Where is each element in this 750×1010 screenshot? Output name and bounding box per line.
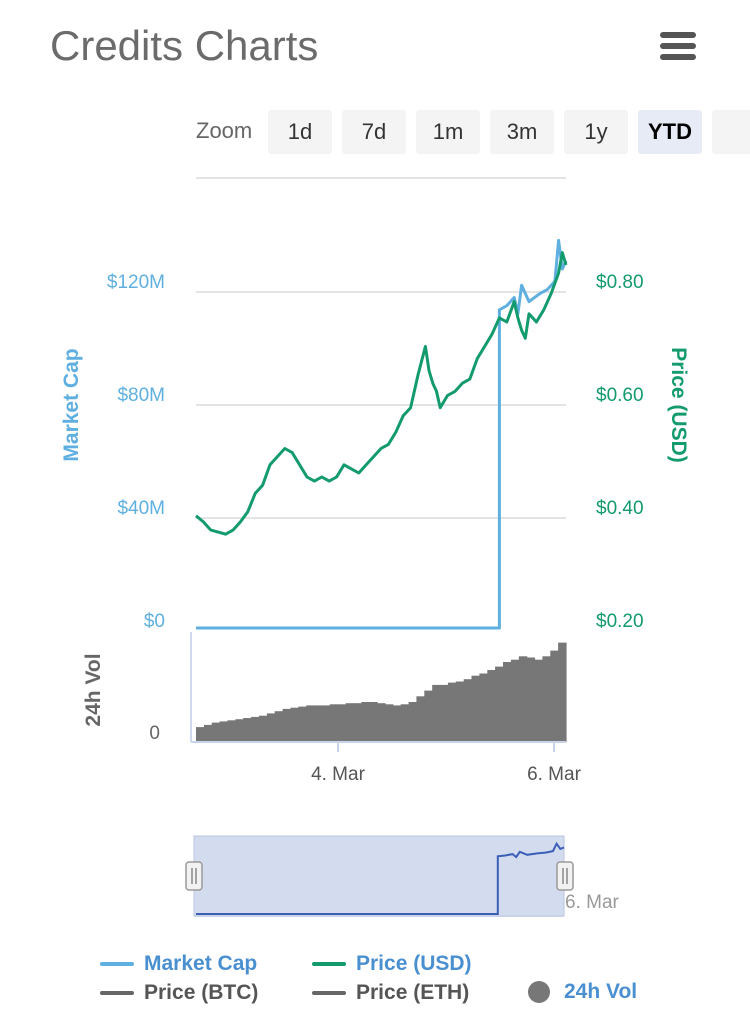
navigator-line — [196, 841, 565, 915]
volume-bar — [487, 670, 496, 742]
main-plot-series — [195, 238, 568, 630]
x-tick-label: 6. Mar — [527, 764, 582, 785]
right-tick-label: $0.80 — [596, 272, 644, 293]
volume-bar — [503, 662, 512, 742]
volume-bar — [361, 702, 370, 742]
volume-bar — [219, 721, 229, 742]
volume-bar — [211, 722, 221, 742]
legend-label: Market Cap — [144, 952, 258, 975]
volume-bar — [196, 727, 205, 742]
volume-bar — [203, 724, 213, 742]
left-tick-label: $120M — [107, 272, 165, 293]
zoom-3m-button[interactable]: 3m — [490, 110, 554, 154]
legend-label: Price (ETH) — [356, 981, 470, 1004]
volume-bar — [542, 656, 551, 742]
volume-bars — [196, 642, 567, 742]
navigator-right-handle[interactable] — [556, 861, 574, 891]
volume-bar — [558, 642, 567, 742]
x-tick-label: 4. Mar — [311, 764, 366, 785]
volume-bar — [345, 703, 355, 742]
navigator-series — [196, 841, 565, 915]
legend-item-market-cap[interactable]: Market Cap — [100, 952, 257, 976]
volume-bar — [322, 705, 331, 742]
hamburger-menu-icon[interactable] — [660, 32, 696, 62]
legend-item-24h-vol[interactable]: 24h Vol — [528, 980, 637, 1004]
legend-item-price-btc[interactable]: Price (BTC) — [100, 981, 258, 1005]
volume-bar — [510, 659, 520, 742]
volume-bar — [392, 705, 402, 742]
volume-bar — [384, 704, 394, 742]
zoom-1d-button[interactable]: 1d — [268, 110, 332, 154]
legend-item-price-usd[interactable]: Price (USD) — [312, 952, 472, 976]
left-tick-label: $40M — [117, 498, 165, 519]
volume-tick-label: 0 — [149, 723, 160, 744]
volume-bar — [274, 711, 284, 742]
volume-bar — [550, 650, 559, 742]
legend-label: Price (BTC) — [144, 981, 259, 1004]
left-tick-label: $80M — [117, 385, 165, 406]
volume-bar — [314, 705, 323, 742]
volume-axis-title: 24h Vol — [82, 653, 105, 726]
volume-bar — [266, 713, 276, 742]
left-axis-title: Market Cap — [60, 348, 83, 461]
legend-line-icon — [100, 991, 134, 995]
legend-line-icon — [100, 962, 134, 966]
volume-bar — [463, 679, 473, 742]
navigator-left-handle[interactable] — [185, 861, 203, 891]
volume-bar — [259, 715, 268, 742]
right-tick-label: $0.40 — [596, 498, 644, 519]
volume-bar — [298, 706, 307, 742]
volume-bar — [526, 657, 536, 742]
volume-bar — [447, 682, 457, 742]
volume-bar — [227, 720, 236, 742]
right-axis-title: Price (USD) — [667, 347, 690, 463]
volume-bar — [416, 696, 425, 742]
volume-bar — [432, 684, 441, 742]
volume-bar — [243, 718, 252, 742]
volume-bar — [377, 703, 386, 742]
volume-bar — [479, 673, 488, 742]
volume-bar — [440, 684, 449, 742]
volume-bar — [471, 675, 480, 742]
zoom-7d-button[interactable]: 7d — [342, 110, 406, 154]
volume-bar — [400, 704, 410, 742]
right-tick-label: $0.20 — [596, 611, 644, 632]
volume-bar — [424, 690, 433, 742]
volume-bar — [408, 702, 418, 742]
volume-bar — [353, 703, 362, 742]
zoom-label: Zoom — [196, 118, 253, 143]
volume-bar — [235, 719, 244, 742]
volume-bar — [251, 716, 260, 742]
volume-bar — [282, 708, 292, 742]
volume-bar — [337, 704, 347, 742]
volume-bar — [518, 656, 528, 742]
volume-bar — [495, 666, 504, 742]
series-line — [196, 238, 568, 630]
page-title: Credits Charts — [50, 22, 319, 69]
zoom-1y-button[interactable]: 1y — [564, 110, 628, 154]
legend-label: 24h Vol — [564, 980, 638, 1003]
legend-line-icon — [312, 962, 346, 966]
zoom-all-button[interactable] — [712, 110, 750, 154]
volume-bar — [290, 707, 299, 742]
volume-bar — [329, 704, 339, 742]
navigator-date-label: 6. Mar — [565, 892, 620, 913]
series-line — [195, 251, 568, 536]
volume-bar — [534, 659, 543, 742]
legend-circle-icon — [528, 981, 550, 1003]
left-tick-label: $0 — [144, 611, 165, 632]
legend-label: Price (USD) — [356, 952, 472, 975]
volume-bar — [306, 705, 315, 742]
volume-bar — [369, 702, 378, 742]
zoom-1m-button[interactable]: 1m — [416, 110, 480, 154]
legend-item-price-eth[interactable]: Price (ETH) — [312, 981, 469, 1005]
legend-line-icon — [312, 991, 346, 995]
right-tick-label: $0.60 — [596, 385, 644, 406]
volume-bar — [455, 681, 465, 742]
zoom-ytd-button[interactable]: YTD — [638, 110, 702, 154]
navigator-selection[interactable] — [193, 835, 565, 917]
